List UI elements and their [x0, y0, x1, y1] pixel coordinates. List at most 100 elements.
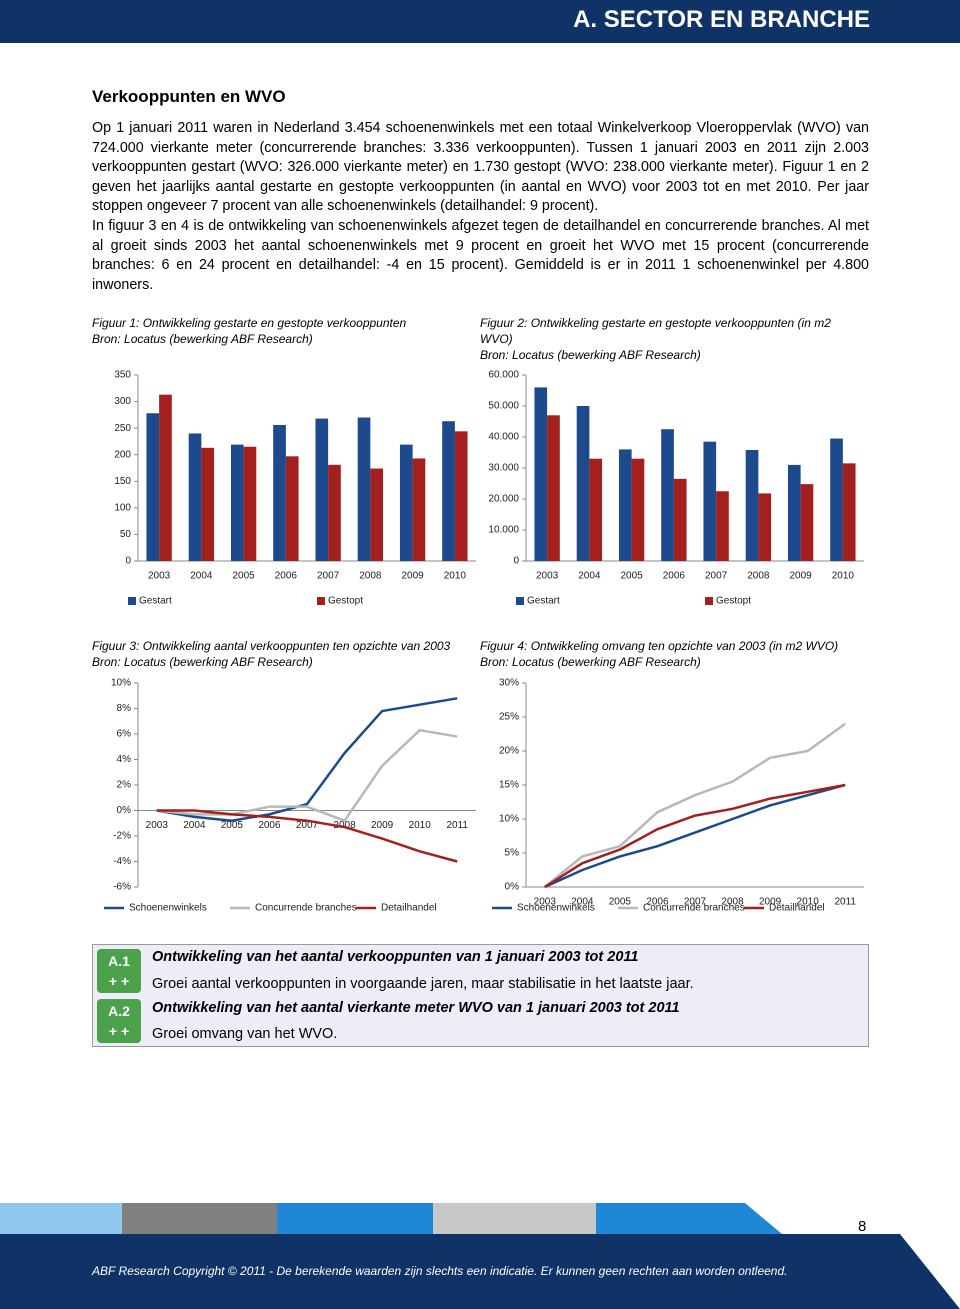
x-tick-label: 2008	[359, 571, 382, 582]
figure-caption: Figuur 4: Ontwikkeling omvang ten opzich…	[480, 638, 860, 670]
x-tick-label: 2004	[571, 897, 594, 908]
x-tick-label: 2004	[190, 571, 213, 582]
badge: A.1 + +	[97, 949, 141, 993]
chart: 0 50 100 150 200 250 300 350 2003 2004 2005 2006 200…	[114, 370, 476, 607]
y-tick-label: 30%	[499, 678, 519, 689]
badge-label: A.1	[108, 953, 130, 969]
legend-label: Schoenenwinkels	[517, 903, 595, 914]
bar	[631, 458, 645, 561]
page-number: 8	[858, 1218, 867, 1235]
bar	[243, 446, 257, 561]
x-tick-label: 2003	[148, 571, 171, 582]
y-tick-label: 10%	[111, 678, 131, 689]
footer-graphic	[0, 1203, 960, 1309]
y-tick-label: 0%	[505, 882, 520, 893]
legend-label: Concurrende branches	[643, 903, 745, 914]
y-tick-label: 2%	[117, 780, 132, 791]
bar	[370, 468, 384, 561]
y-tick-label: 10.000	[488, 525, 519, 536]
caption: Figuur 3: Ontwikkeling aantal verkooppun…	[92, 639, 451, 653]
legend-label: Concurrende branches	[255, 903, 357, 914]
bar	[442, 421, 455, 561]
x-tick-label: 2009	[790, 571, 813, 582]
x-tick-label: 2004	[578, 571, 601, 582]
paragraph: In figuur 3 en 4 is de ontwikkeling van …	[92, 217, 869, 293]
bar	[576, 406, 590, 561]
y-tick-label: 0%	[117, 805, 132, 816]
bar	[230, 444, 244, 561]
x-tick-label: 2008	[333, 820, 356, 831]
y-tick-label: 150	[114, 476, 131, 487]
x-tick-label: 2010	[409, 820, 432, 831]
bar	[399, 444, 413, 561]
x-tick-label: 2009	[759, 897, 782, 908]
bar	[842, 463, 856, 561]
x-tick-label: 2007	[684, 897, 707, 908]
chart: 0 10.000 20.000 30.000 40.000 50.000 60.000 200…	[488, 370, 864, 607]
x-tick-label: 2010	[797, 897, 820, 908]
x-tick-label: 2005	[221, 820, 244, 831]
x-tick-label: 2003	[534, 897, 557, 908]
bar	[328, 464, 341, 561]
source: Bron: Locatus (bewerking ABF Research)	[480, 348, 701, 362]
x-tick-label: 2011	[446, 820, 468, 831]
bar	[201, 447, 215, 561]
bar	[146, 413, 160, 561]
legend-swatch	[317, 597, 325, 605]
section-title: A. SECTOR EN BRANCHE	[573, 6, 870, 33]
y-tick-label: 5%	[505, 848, 520, 859]
bar	[273, 424, 286, 561]
legend-swatch	[705, 597, 713, 605]
line	[543, 722, 846, 888]
line	[544, 783, 846, 889]
page-title: Verkooppunten en WVO	[92, 87, 286, 106]
bar	[159, 394, 172, 561]
legend-label: Gestart	[527, 596, 560, 607]
legend-label: Gestopt	[328, 596, 363, 607]
x-tick-label: 2008	[747, 571, 770, 582]
y-tick-label: 4%	[117, 754, 132, 765]
figure-caption: Figuur 3: Ontwikkeling aantal verkooppun…	[92, 638, 472, 670]
y-tick-label: 0	[125, 556, 131, 567]
line	[544, 783, 846, 889]
line	[156, 809, 458, 863]
summary-heading: Ontwikkeling van het aantal vierkante me…	[152, 1000, 680, 1016]
bar	[758, 493, 772, 561]
bar	[800, 484, 814, 561]
bar	[285, 456, 299, 561]
footer-text: ABF Research Copyright © 2011 - De berek…	[92, 1264, 788, 1278]
bar	[589, 458, 603, 561]
y-tick-label: 15%	[499, 780, 519, 791]
legend-label: Detailhandel	[381, 903, 437, 914]
y-tick-label: 100	[114, 502, 131, 513]
x-tick-label: 2008	[721, 897, 744, 908]
y-tick-label: 50	[120, 529, 132, 540]
caption: Figuur 2: Ontwikkeling gestarte en gesto…	[480, 316, 831, 346]
y-tick-label: 10%	[499, 814, 519, 825]
line	[156, 728, 458, 822]
y-tick-label: 20.000	[488, 494, 519, 505]
bar	[618, 449, 632, 561]
x-tick-label: 2006	[275, 571, 298, 582]
badge-rating: + +	[108, 1023, 130, 1039]
x-tick-label: 2006	[646, 897, 669, 908]
bar	[745, 450, 759, 561]
caption: Figuur 1: Ontwikkeling gestarte en gesto…	[92, 316, 407, 330]
y-tick-label: 20%	[499, 746, 519, 757]
y-tick-label: 30.000	[488, 463, 519, 474]
bar	[547, 415, 560, 561]
y-tick-label: 200	[114, 449, 131, 460]
x-tick-label: 2006	[258, 820, 281, 831]
source: Bron: Locatus (bewerking ABF Research)	[92, 655, 313, 669]
bar	[661, 429, 674, 561]
source: Bron: Locatus (bewerking ABF Research)	[92, 332, 313, 346]
y-tick-label: 0	[513, 556, 519, 567]
x-tick-label: 2005	[609, 897, 632, 908]
paragraph: Op 1 januari 2011 waren in Nederland 3.4…	[92, 120, 869, 215]
bar	[830, 438, 843, 561]
summary-box: A.1 + + A.2 + + Ontwikkeling van het aanta…	[92, 944, 869, 1047]
bar	[673, 478, 687, 561]
bar	[412, 458, 426, 561]
bar	[534, 387, 548, 561]
y-tick-label: -6%	[113, 882, 131, 893]
